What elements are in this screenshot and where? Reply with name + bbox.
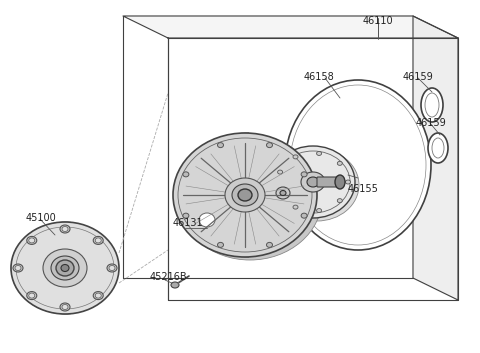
Polygon shape xyxy=(123,16,458,38)
Ellipse shape xyxy=(317,151,322,155)
Ellipse shape xyxy=(95,293,101,298)
Ellipse shape xyxy=(178,136,322,260)
Ellipse shape xyxy=(307,177,319,187)
Ellipse shape xyxy=(335,175,345,189)
Ellipse shape xyxy=(262,175,304,211)
Ellipse shape xyxy=(43,249,87,287)
Ellipse shape xyxy=(337,199,342,203)
Ellipse shape xyxy=(93,292,103,300)
Ellipse shape xyxy=(171,282,179,288)
Ellipse shape xyxy=(301,172,307,177)
Ellipse shape xyxy=(183,172,189,177)
Ellipse shape xyxy=(51,256,79,280)
Text: 45216B: 45216B xyxy=(150,272,188,282)
Text: 46158: 46158 xyxy=(304,72,335,82)
Text: 46159: 46159 xyxy=(416,118,447,128)
Ellipse shape xyxy=(271,146,355,218)
Ellipse shape xyxy=(346,180,350,184)
Ellipse shape xyxy=(62,305,68,310)
Ellipse shape xyxy=(29,293,35,298)
Ellipse shape xyxy=(173,133,317,257)
Ellipse shape xyxy=(266,143,273,148)
Ellipse shape xyxy=(317,209,322,213)
Text: 46110: 46110 xyxy=(363,16,394,26)
Ellipse shape xyxy=(60,225,70,233)
Text: 46155: 46155 xyxy=(348,184,379,194)
Ellipse shape xyxy=(27,292,37,300)
FancyBboxPatch shape xyxy=(317,177,341,187)
Ellipse shape xyxy=(285,80,431,250)
Ellipse shape xyxy=(199,213,215,227)
Ellipse shape xyxy=(425,93,439,117)
Text: 46159: 46159 xyxy=(403,72,434,82)
Ellipse shape xyxy=(225,178,265,212)
Ellipse shape xyxy=(301,213,307,218)
Ellipse shape xyxy=(277,170,283,174)
Ellipse shape xyxy=(183,213,189,218)
Ellipse shape xyxy=(27,237,37,244)
Ellipse shape xyxy=(15,265,21,270)
Ellipse shape xyxy=(61,264,69,271)
Ellipse shape xyxy=(29,238,35,243)
Ellipse shape xyxy=(293,155,298,159)
Ellipse shape xyxy=(62,227,68,232)
Ellipse shape xyxy=(280,191,286,196)
Ellipse shape xyxy=(93,237,103,244)
Ellipse shape xyxy=(60,303,70,311)
Ellipse shape xyxy=(290,85,426,245)
Ellipse shape xyxy=(13,264,23,272)
Text: 45100: 45100 xyxy=(26,213,57,223)
Ellipse shape xyxy=(95,238,101,243)
Ellipse shape xyxy=(232,184,258,206)
Ellipse shape xyxy=(301,172,325,192)
Ellipse shape xyxy=(266,243,273,247)
Ellipse shape xyxy=(217,143,224,148)
Ellipse shape xyxy=(428,133,448,163)
Ellipse shape xyxy=(107,264,117,272)
Ellipse shape xyxy=(421,88,443,122)
Ellipse shape xyxy=(238,189,252,201)
Ellipse shape xyxy=(275,149,359,221)
Ellipse shape xyxy=(11,222,119,314)
Ellipse shape xyxy=(293,205,298,209)
Text: 46131: 46131 xyxy=(173,218,204,228)
Ellipse shape xyxy=(109,265,115,270)
Ellipse shape xyxy=(432,138,444,158)
Ellipse shape xyxy=(276,187,290,199)
Polygon shape xyxy=(413,16,458,300)
Ellipse shape xyxy=(337,161,342,165)
Ellipse shape xyxy=(195,210,219,230)
Ellipse shape xyxy=(56,260,74,276)
Ellipse shape xyxy=(217,243,224,247)
Ellipse shape xyxy=(277,190,283,194)
